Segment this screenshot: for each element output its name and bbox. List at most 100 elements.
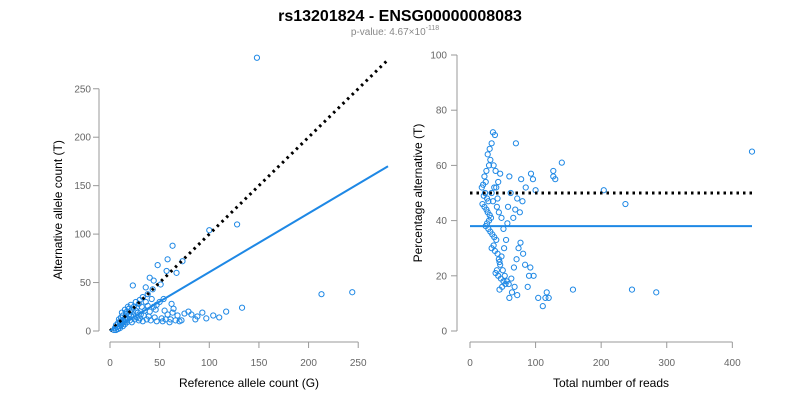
data-point <box>748 148 756 155</box>
data-point <box>508 275 515 282</box>
data-point <box>173 269 180 276</box>
data-point <box>485 198 492 205</box>
data-point <box>318 291 325 298</box>
data-point <box>223 308 230 315</box>
data-point <box>203 315 210 322</box>
x-tick-label: 50 <box>154 358 166 369</box>
x-axis-label: Reference allele count (G) <box>179 376 319 390</box>
data-point <box>558 159 565 166</box>
data-point <box>486 145 493 152</box>
data-point <box>142 284 149 291</box>
data-point <box>164 256 171 263</box>
data-point <box>494 195 501 202</box>
data-point <box>527 264 534 271</box>
data-point <box>525 272 533 279</box>
data-point <box>517 239 524 246</box>
data-point <box>493 236 500 244</box>
data-point <box>169 242 176 249</box>
data-point <box>550 167 557 175</box>
data-point <box>512 206 519 213</box>
data-point <box>529 176 537 183</box>
data-point <box>487 156 494 163</box>
x-axis-label: Total number of reads <box>553 376 669 390</box>
data-point <box>483 167 490 175</box>
data-point <box>161 307 168 314</box>
data-point <box>481 173 488 180</box>
data-point <box>150 277 157 284</box>
data-point <box>156 298 163 306</box>
data-point <box>199 309 206 316</box>
data-point <box>148 295 155 303</box>
data-point <box>510 264 518 271</box>
percentage-alternative-plot: 0 100 200 300 400 0 20 40 60 80 100 Total number of… <box>411 51 756 390</box>
data-point <box>502 236 510 244</box>
data-point <box>238 304 246 311</box>
x-tick-label: 300 <box>658 358 675 369</box>
data-point <box>146 308 153 315</box>
data-point <box>484 151 491 158</box>
data-point <box>499 267 506 274</box>
data-point <box>510 214 517 221</box>
y-tick-label: 0 <box>85 327 91 338</box>
data-point <box>132 307 139 314</box>
data-point <box>144 291 151 298</box>
y-tick-label: 0 <box>441 327 447 338</box>
data-point <box>539 303 546 310</box>
data-point <box>210 312 217 319</box>
data-point <box>495 209 502 216</box>
data-point <box>550 173 557 180</box>
data-point <box>129 282 136 289</box>
data-point <box>518 176 525 183</box>
data-point <box>511 283 518 290</box>
data-point <box>514 292 521 299</box>
data-point <box>496 258 503 266</box>
allele-count-plot: 0 50 100 150 200 250 0 50 100 150 200 250 Reference … <box>51 54 390 390</box>
data-point <box>166 319 173 326</box>
y-axis-label: Percentage alternative (T) <box>411 124 425 263</box>
data-point <box>497 170 504 177</box>
data-point <box>490 162 497 169</box>
data-point <box>492 167 499 175</box>
data-point <box>506 173 513 180</box>
data-point <box>488 189 495 197</box>
x-tick-label: 400 <box>724 358 741 369</box>
data-point <box>535 294 542 301</box>
data-point <box>494 250 501 257</box>
data-point <box>192 316 199 323</box>
y-tick-label: 50 <box>80 278 92 289</box>
x-tick-label: 150 <box>251 358 268 369</box>
data-point <box>146 274 153 281</box>
data-point <box>491 184 498 191</box>
data-point <box>349 289 356 296</box>
data-point <box>514 195 521 202</box>
x-tick-label: 100 <box>201 358 218 369</box>
data-point <box>176 318 183 325</box>
data-point <box>158 315 165 322</box>
y-tick-label: 100 <box>430 51 447 62</box>
y-tick-label: 60 <box>436 161 448 172</box>
data-point <box>507 189 514 197</box>
data-point <box>493 203 500 210</box>
x-tick-label: 0 <box>107 358 113 369</box>
data-point <box>160 295 167 303</box>
data-point <box>622 200 629 208</box>
data-point <box>138 303 145 310</box>
data-point <box>498 214 505 221</box>
data-point <box>128 319 135 326</box>
data-point <box>524 283 531 290</box>
data-point <box>543 289 550 296</box>
x-tick-label: 0 <box>467 358 473 369</box>
y-tick-label: 100 <box>74 230 91 241</box>
data-point <box>520 250 527 257</box>
data-point <box>139 318 146 325</box>
y-tick-label: 150 <box>74 181 91 192</box>
data-point <box>147 317 154 324</box>
x-tick-label: 200 <box>593 358 610 369</box>
reference-line <box>108 58 390 333</box>
data-point <box>501 245 508 252</box>
data-point <box>485 162 493 169</box>
y-tick-label: 250 <box>74 84 91 95</box>
data-point <box>521 261 529 268</box>
data-point <box>169 309 176 316</box>
x-tick-label: 100 <box>527 358 544 369</box>
